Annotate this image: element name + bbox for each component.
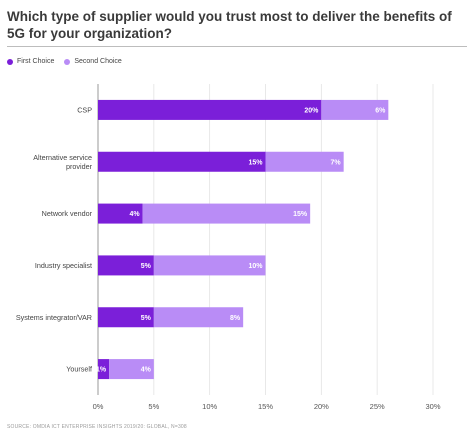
data-label: 20%: [304, 107, 319, 114]
source-note: SOURCE: OMDIA ICT ENTERPRISE INSIGHTS 20…: [7, 424, 187, 430]
legend-swatch-second: [64, 58, 71, 65]
category-label: Industry specialist: [35, 261, 92, 270]
legend-item-first: First Choice: [7, 58, 54, 65]
category-label: Alternative service provider: [33, 153, 92, 171]
bar-first-choice: [98, 359, 110, 380]
data-label: 5%: [141, 263, 152, 270]
x-tick-label: 5%: [148, 402, 159, 411]
bar-first-choice: [98, 307, 154, 328]
data-label: 4%: [130, 211, 141, 218]
data-label: 6%: [375, 107, 386, 114]
x-tick-label: 15%: [258, 402, 273, 411]
x-tick-label: 0%: [93, 402, 104, 411]
data-label: 15%: [248, 159, 263, 166]
bar-first-choice: [98, 99, 322, 120]
chart-title: Which type of supplier would you trust m…: [7, 9, 452, 41]
legend-label-first: First Choice: [17, 58, 55, 65]
bar-second-choice: [109, 359, 154, 380]
legend: First Choice Second Choice: [7, 58, 132, 65]
category-label: Network vendor: [42, 209, 93, 218]
bar-second-choice: [265, 151, 344, 172]
bar-second-choice: [153, 255, 266, 276]
category-label: CSP: [77, 105, 92, 114]
x-tick-label: 10%: [202, 402, 217, 411]
data-label: 7%: [331, 159, 342, 166]
data-label: 4%: [141, 367, 152, 374]
legend-swatch-first: [7, 58, 13, 65]
bar-second-choice: [142, 203, 311, 224]
x-tick-label: 30%: [425, 402, 440, 411]
data-label: 15%: [293, 211, 308, 218]
bar-first-choice: [98, 255, 154, 276]
x-tick-label: 25%: [370, 402, 385, 411]
data-label: 10%: [248, 263, 263, 270]
bar-second-choice: [153, 307, 244, 328]
data-label: 1%: [96, 367, 107, 374]
data-label: 5%: [141, 315, 152, 322]
bar-first-choice: [98, 203, 143, 224]
category-label: Yourself: [66, 365, 92, 374]
bar-first-choice: [98, 151, 266, 172]
legend-item-second: Second Choice: [64, 58, 122, 65]
legend-label-second: Second Choice: [74, 58, 122, 65]
x-tick-label: 20%: [314, 402, 329, 411]
data-label: 8%: [230, 315, 241, 322]
bar-second-choice: [321, 99, 389, 120]
category-label: Systems integrator/VAR: [16, 313, 92, 322]
title-divider: [7, 46, 467, 47]
